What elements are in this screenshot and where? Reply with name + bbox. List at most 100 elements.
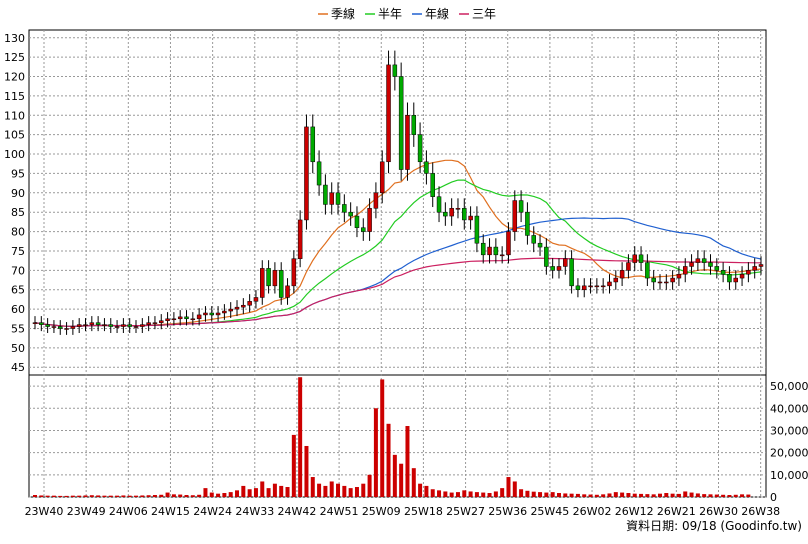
- candle-down: [127, 324, 132, 327]
- candle-down: [436, 196, 442, 213]
- volume-bar: [462, 490, 467, 497]
- legend-label-2: 半年: [378, 7, 402, 21]
- candle-up: [234, 306, 240, 310]
- candle-up: [657, 281, 663, 284]
- volume-bar: [575, 493, 580, 497]
- volume-bar: [468, 491, 473, 497]
- candle-down: [518, 200, 524, 213]
- candle-up: [556, 266, 562, 271]
- volume-bar: [424, 485, 429, 497]
- candle-up: [64, 328, 69, 330]
- candle-up: [215, 312, 221, 316]
- candle-down: [411, 115, 417, 135]
- candle-down: [361, 227, 366, 232]
- candle-up: [676, 273, 682, 279]
- price-tick-label: 95: [11, 167, 25, 180]
- candle-down: [550, 266, 555, 271]
- price-tick-label: 90: [11, 187, 25, 200]
- volume-bar: [190, 495, 195, 497]
- candle-down: [266, 268, 271, 287]
- volume-bar: [298, 377, 303, 497]
- volume-tick-label: 0: [770, 491, 777, 504]
- volume-bar: [361, 483, 366, 497]
- volume-tick-label: 30,000: [770, 424, 808, 437]
- candle-up: [272, 270, 278, 287]
- candle-up: [607, 281, 612, 287]
- volume-tick-label: 10,000: [770, 469, 808, 482]
- volume-bar: [443, 491, 448, 497]
- x-tick-label: 24W24: [193, 505, 232, 518]
- volume-bar: [178, 494, 183, 497]
- volume-bar: [733, 494, 738, 497]
- candle-up: [682, 266, 688, 275]
- candle-down: [209, 312, 215, 316]
- candle-down: [39, 322, 44, 325]
- volume-bar: [58, 495, 63, 497]
- candle-down: [310, 126, 316, 163]
- candle-down: [525, 211, 530, 236]
- volume-bar: [146, 495, 151, 497]
- candle-up: [165, 318, 170, 321]
- volume-bar: [70, 495, 75, 497]
- volume-bar: [550, 492, 555, 497]
- volume-bar: [329, 481, 334, 497]
- volume-bar: [620, 492, 625, 497]
- x-tick-label: 24W42: [278, 505, 317, 518]
- x-tick-label: 24W06: [109, 505, 148, 518]
- volume-bar: [455, 492, 460, 497]
- candle-up: [83, 324, 88, 326]
- volume-bar: [304, 445, 309, 497]
- volume-bar: [184, 495, 189, 497]
- volume-bar: [430, 489, 435, 497]
- x-tick-label: 24W15: [151, 505, 190, 518]
- volume-bar: [260, 481, 265, 497]
- candle-up: [626, 262, 631, 271]
- volume-bar: [695, 493, 700, 497]
- candle-up: [203, 312, 208, 316]
- price-tick-label: 125: [4, 51, 25, 64]
- candle-up: [588, 285, 593, 288]
- volume-bar: [348, 488, 353, 497]
- x-tick-label: 25W18: [404, 505, 443, 518]
- candle-up: [405, 115, 410, 170]
- data-date-footer: 資料日期: 09/18 (Goodinfo.tw): [626, 519, 802, 533]
- candle-up: [51, 326, 57, 328]
- candle-down: [569, 258, 574, 287]
- volume-bar: [399, 463, 404, 497]
- candle-up: [386, 64, 391, 163]
- price-tick-label: 115: [4, 90, 25, 103]
- x-tick-label: 24W33: [235, 505, 274, 518]
- candle-up: [76, 324, 82, 327]
- price-tick-label: 50: [11, 342, 25, 355]
- candle-up: [487, 246, 492, 256]
- candle-up: [695, 258, 701, 263]
- price-pane-frame: [28, 29, 767, 376]
- volume-bar: [746, 494, 751, 497]
- volume-bar: [165, 492, 170, 497]
- volume-tick-label: 40,000: [770, 402, 808, 415]
- candle-up: [512, 200, 518, 232]
- volume-bar: [670, 493, 675, 497]
- candle-up: [670, 277, 675, 283]
- candle-down: [45, 324, 50, 327]
- volume-bar: [601, 494, 606, 497]
- volume-bar: [386, 423, 391, 497]
- volume-bar: [279, 485, 284, 497]
- candle-up: [32, 322, 38, 324]
- candle-down: [335, 192, 341, 205]
- volume-bar: [159, 494, 164, 497]
- price-tick-label: 75: [11, 245, 25, 258]
- volume-bar: [171, 494, 176, 497]
- candle-down: [342, 204, 347, 213]
- candle-up: [228, 308, 233, 312]
- legend-label-4: 三年: [472, 7, 496, 21]
- volume-bar: [664, 493, 669, 497]
- volume-bar: [140, 495, 145, 497]
- price-tick-label: 70: [11, 264, 25, 277]
- price-tick-label: 55: [11, 322, 25, 335]
- volume-bar: [651, 494, 656, 497]
- candle-up: [689, 262, 694, 267]
- volume-bar: [235, 490, 240, 497]
- volume-bar: [506, 477, 511, 497]
- candle-up: [746, 270, 751, 275]
